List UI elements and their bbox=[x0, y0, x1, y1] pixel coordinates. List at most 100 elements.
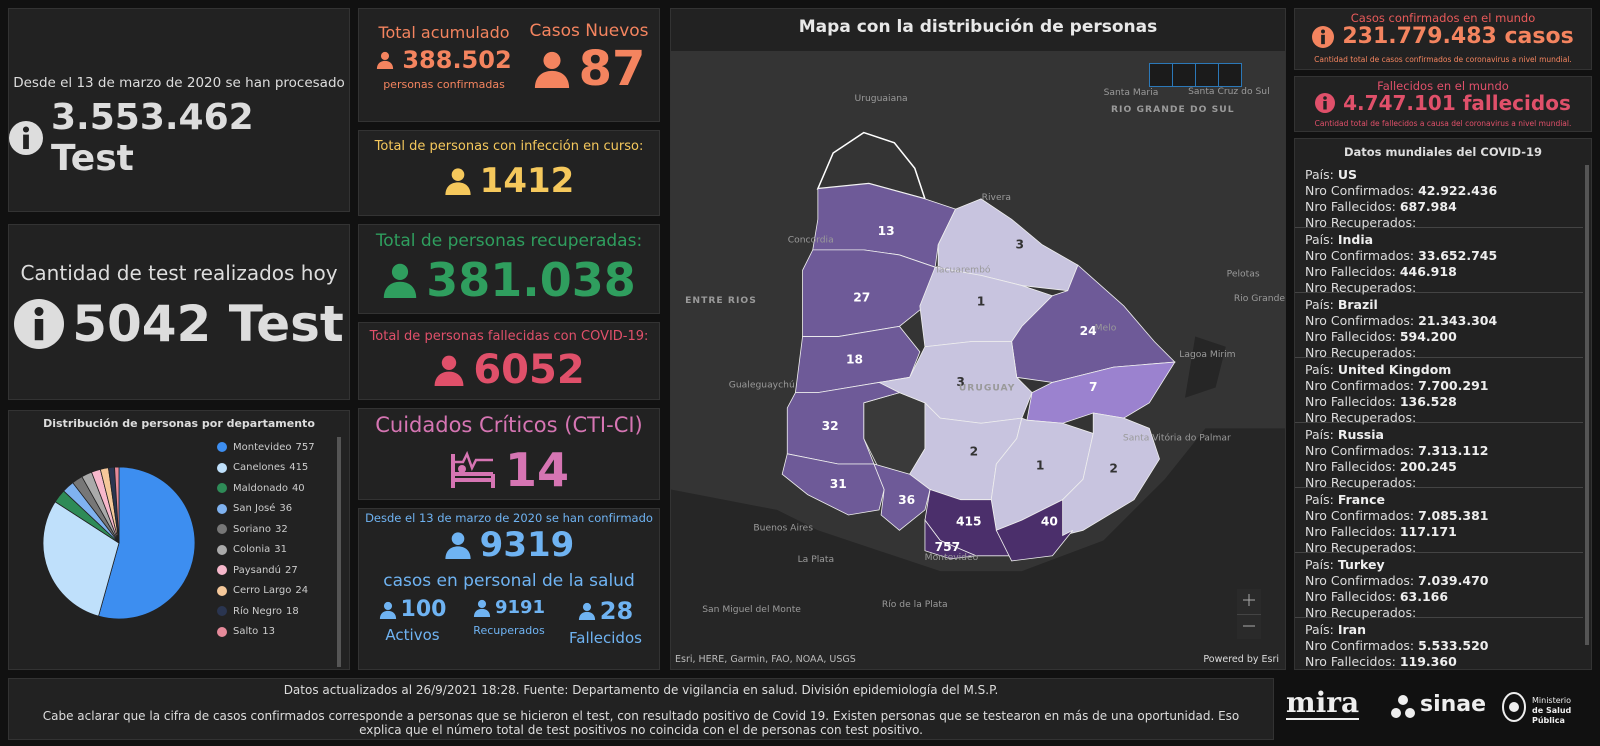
field-label: Nro Recuperados: bbox=[1305, 215, 1417, 230]
place-label: Rio Grande bbox=[1234, 293, 1286, 304]
map-toolbar bbox=[1149, 63, 1242, 87]
world-deaths-label: Fallecidos en el mundo bbox=[1377, 79, 1509, 93]
field-label: Nro Confirmados: bbox=[1305, 508, 1415, 523]
country-row: País: US Nro Confirmados: 42.922.436 Nro Fal… bbox=[1295, 163, 1583, 230]
legend-value: 36 bbox=[279, 503, 293, 515]
country-field: Nro Fallecidos: 117.171 bbox=[1305, 524, 1573, 540]
world-deaths-value: 4.747.101 fallecidos bbox=[1343, 91, 1571, 115]
new-cases-value: 87 bbox=[578, 41, 646, 97]
field-label: Nro Fallecidos: bbox=[1305, 654, 1396, 669]
department-count: 13 bbox=[878, 224, 895, 238]
country-field: Nro Confirmados: 21.343.304 bbox=[1305, 313, 1573, 329]
place-label: Melo bbox=[1095, 322, 1117, 333]
person-icon-use bbox=[379, 601, 395, 618]
field-label: Nro Confirmados: bbox=[1305, 313, 1415, 328]
home-button[interactable] bbox=[1150, 64, 1173, 86]
today-panel: Cantidad de test realizados hoy 5042 Tes… bbox=[8, 224, 350, 400]
world-cases-label: Casos confirmados en el mundo bbox=[1350, 11, 1536, 25]
zoom-control bbox=[1237, 589, 1261, 639]
place-label: URUGUAY bbox=[959, 383, 1016, 394]
cumulative-row: 388.502 bbox=[369, 46, 519, 74]
field-label: Nro Confirmados: bbox=[1305, 248, 1415, 263]
person-icon bbox=[376, 51, 394, 69]
zoom-out[interactable] bbox=[1237, 615, 1261, 639]
country-field: Nro Recuperados: bbox=[1305, 605, 1573, 621]
person-icon-use bbox=[579, 603, 595, 620]
ministry-line: de Salud Pública bbox=[1532, 706, 1572, 725]
map-title: Mapa con la distribución de personas bbox=[798, 17, 1158, 37]
legend-item: Salto 13 bbox=[217, 622, 337, 643]
country-field: Nro Fallecidos: 63.166 bbox=[1305, 589, 1573, 605]
tests-row: 3.553.462 Test bbox=[9, 97, 349, 179]
lagoon bbox=[1185, 336, 1226, 398]
place-label: Río de la Plata bbox=[882, 599, 948, 610]
legend-label: San José bbox=[233, 503, 276, 515]
field-label: País: bbox=[1305, 557, 1334, 572]
breakdown-label: Activos bbox=[385, 626, 440, 644]
legend-button[interactable] bbox=[1173, 64, 1196, 86]
country-field: Nro Confirmados: 7.039.470 bbox=[1305, 573, 1573, 589]
breakdown-row: 28 bbox=[558, 597, 653, 625]
zoom-in[interactable] bbox=[1237, 589, 1261, 615]
field-value: 594.200 bbox=[1399, 329, 1457, 344]
basemap-button[interactable] bbox=[1219, 64, 1241, 86]
field-label: Nro Fallecidos: bbox=[1305, 459, 1396, 474]
recovered-panel: Total de personas recuperadas: 381.038 bbox=[358, 224, 660, 314]
world-list-title: Datos mundiales del COVID-19 bbox=[1343, 145, 1543, 159]
deaths-label: Total de personas fallecidas con COVID-1… bbox=[369, 329, 649, 344]
world-cases-row: 231.779.483 casos bbox=[1295, 24, 1591, 49]
field-label: Nro Fallecidos: bbox=[1305, 329, 1396, 344]
bed-icon bbox=[450, 450, 495, 488]
country-field: Nro Confirmados: 5.533.520 bbox=[1305, 638, 1573, 654]
department-count: 2 bbox=[1109, 462, 1118, 476]
tests-panel: Desde el 13 de marzo de 2020 se han proc… bbox=[8, 8, 350, 212]
legend-swatch bbox=[217, 626, 227, 637]
cumulative-block: Total acumulado 388.502 personas confirm… bbox=[369, 23, 519, 91]
mira-logo: mira bbox=[1286, 686, 1360, 720]
breakdown-row: 9191 bbox=[461, 597, 556, 618]
country-field: Nro Recuperados: bbox=[1305, 410, 1573, 426]
plus-icon bbox=[1243, 594, 1255, 606]
country-field: País: Iran bbox=[1305, 622, 1573, 638]
department-count: 1 bbox=[1036, 459, 1045, 473]
person-icon bbox=[444, 167, 472, 195]
recovered-label: Total de personas recuperadas: bbox=[375, 231, 643, 251]
map-attribution: Esri, HERE, Garmin, FAO, NOAA, USGS bbox=[675, 654, 856, 665]
field-label: Nro Confirmados: bbox=[1305, 638, 1415, 653]
ministry-emblem bbox=[1502, 692, 1526, 722]
sinae-icon bbox=[1391, 695, 1415, 718]
new-cases-row: 87 bbox=[527, 41, 651, 97]
active-label: Total de personas con infección en curso… bbox=[374, 139, 644, 154]
department bbox=[873, 463, 931, 531]
layers-button[interactable] bbox=[1196, 64, 1219, 86]
logos: mira sinae Ministerio de Salud Pública bbox=[1282, 678, 1592, 740]
field-label: Nro Recuperados: bbox=[1305, 410, 1417, 425]
country-row: País: India Nro Confirmados: 33.652.745 Nro … bbox=[1295, 228, 1583, 296]
field-value: 21.343.304 bbox=[1418, 313, 1498, 328]
country-field: Nro Confirmados: 33.652.745 bbox=[1305, 248, 1573, 264]
country-field: Nro Recuperados: bbox=[1305, 280, 1573, 296]
world-cases-value: 231.779.483 casos bbox=[1342, 24, 1574, 49]
breakdown-item: 100 Activos bbox=[365, 597, 460, 647]
breakdown-row: 100 bbox=[365, 597, 460, 622]
legend-label: Montevideo bbox=[233, 441, 292, 453]
legend-swatch bbox=[217, 585, 227, 596]
field-label: Nro Fallecidos: bbox=[1305, 394, 1396, 409]
country-field: País: Russia bbox=[1305, 427, 1573, 443]
legend-label: Canelones bbox=[233, 462, 286, 474]
breakdown-item: 28 Fallecidos bbox=[558, 597, 653, 647]
world-deaths-row: 4.747.101 fallecidos bbox=[1295, 91, 1591, 115]
field-label: País: bbox=[1305, 167, 1334, 182]
critical-value: 14 bbox=[504, 443, 569, 497]
field-value: Russia bbox=[1337, 427, 1384, 442]
breakdown-item: 9191 Recuperados bbox=[461, 597, 556, 647]
legend-value: 757 bbox=[295, 441, 315, 453]
country-field: País: France bbox=[1305, 492, 1573, 508]
place-label: Santa Vitória do Palmar bbox=[1123, 433, 1231, 444]
field-value: 5.533.520 bbox=[1418, 638, 1489, 653]
departments: 13 3 27 1 24 18 3 7 32 2 1 2 31 36 415 757 40 bbox=[781, 183, 1176, 562]
legend-item: Canelones 415 bbox=[217, 458, 337, 479]
today-row: 5042 Test bbox=[9, 295, 349, 353]
department-count: 1 bbox=[977, 294, 986, 308]
place-label: Pelotas bbox=[1227, 268, 1260, 279]
